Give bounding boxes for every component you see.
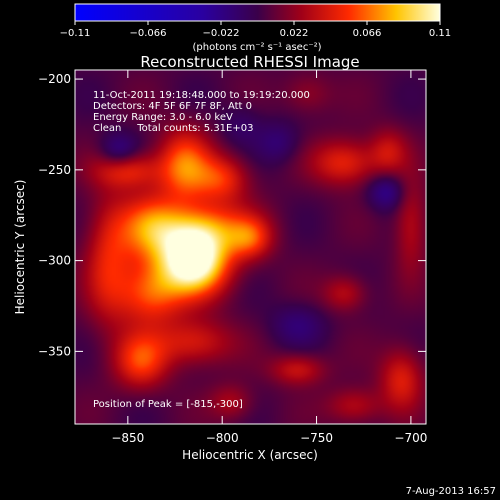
y-tick-label: −250 <box>38 163 71 177</box>
annotation-block: 11-Oct-2011 19:18:48.000 to 19:19:20.000… <box>93 90 310 134</box>
colorbar-tick-label: 0.11 <box>429 28 451 39</box>
annotation-energy: Energy Range: 3.0 - 6.0 keV <box>93 112 233 123</box>
heatmap-image <box>75 70 426 424</box>
y-tick-label: −200 <box>38 72 71 86</box>
colorbar-tick-label: −0.066 <box>129 28 166 39</box>
colorbar-tick-label: 0.022 <box>280 28 309 39</box>
axis-ticks: −850 −800 −750 −700 −200 −250 −300 −350 <box>38 70 427 445</box>
annotation-detectors: Detectors: 4F 5F 6F 7F 8F, Att 0 <box>93 101 252 112</box>
x-tick-label: −800 <box>206 431 239 445</box>
x-axis-label: Heliocentric X (arcsec) <box>182 448 318 462</box>
y-tick-label: −300 <box>38 254 71 268</box>
colorbar-tick-label: 0.066 <box>353 28 382 39</box>
x-tick-label: −700 <box>394 431 427 445</box>
x-tick-label: −750 <box>300 431 333 445</box>
colorbar-units-label: (photons cm⁻² s⁻¹ asec⁻²) <box>192 42 321 53</box>
plot-frame <box>74 69 427 425</box>
peak-position-label: Position of Peak = [-815,-300] <box>93 399 243 410</box>
annotation-time: 11-Oct-2011 19:18:48.000 to 19:19:20.000 <box>93 90 310 101</box>
chart-title: Reconstructed RHESSI Image <box>140 53 359 71</box>
y-axis-label: Heliocentric Y (arcsec) <box>13 180 27 315</box>
colorbar-ticks: −0.11 −0.066 −0.022 0.022 0.066 0.11 <box>60 21 451 39</box>
colorbar-tick-label: −0.022 <box>202 28 239 39</box>
colorbar <box>74 3 441 22</box>
y-tick-label: −350 <box>38 344 71 358</box>
annotation-counts: Clean Total counts: 5.31E+03 <box>93 123 253 134</box>
generated-date: 7-Aug-2013 16:57 <box>406 486 496 497</box>
x-tick-label: −850 <box>111 431 144 445</box>
colorbar-tick-label: −0.11 <box>60 28 91 39</box>
